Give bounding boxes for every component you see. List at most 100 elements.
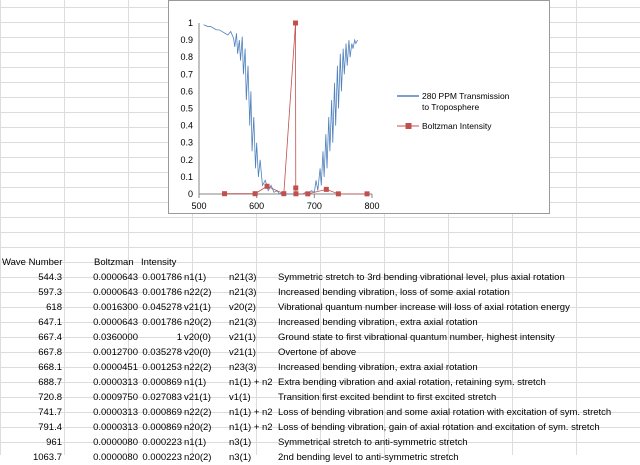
y-tick-label: 0.4 bbox=[180, 121, 193, 131]
embedded-chart[interactable]: 0 0.1 0.2 0.3 0.4 0.5 0.6 0.7 0.8 0.9 1 500 600 700 8… bbox=[168, 0, 550, 214]
cell-description: Increased bending vibration, extra axial… bbox=[278, 362, 478, 373]
boltzman-point bbox=[222, 191, 228, 197]
cell-description: Extra bending vibration and axial rotati… bbox=[278, 377, 546, 388]
cell-description: Symmetric stretch to 3rd bending vibrati… bbox=[278, 272, 565, 283]
x-tick-label: 500 bbox=[191, 201, 206, 211]
y-tick-label: 0.2 bbox=[180, 155, 193, 165]
cell-final-state: n1(1) + n2 bbox=[229, 422, 273, 433]
y-tick-label: 0.5 bbox=[180, 104, 193, 114]
x-tick-label: 800 bbox=[364, 201, 379, 211]
cell-description: Transition first excited bendint to firs… bbox=[278, 392, 497, 403]
cell-initial-state: v21(1) bbox=[184, 392, 211, 403]
cell-final-state: n3(1) bbox=[229, 452, 252, 463]
boltzman-point bbox=[293, 20, 299, 26]
cell-wave-number: 688.7 bbox=[38, 377, 62, 388]
cell-wave-number: 618 bbox=[46, 302, 62, 313]
cell-final-state: n3(1) bbox=[229, 437, 252, 448]
cell-intensity: 0.001786 bbox=[142, 272, 182, 283]
chart-legend: 280 PPM Transmission to Troposphere Boltz… bbox=[397, 91, 510, 131]
y-tick-label: 1 bbox=[188, 18, 193, 28]
cell-boltzman: 0.0000313 bbox=[93, 377, 138, 388]
cell-intensity: 0.027083 bbox=[142, 392, 182, 403]
cell-initial-state: n1(1) bbox=[184, 377, 207, 388]
cell-description: Overtone of above bbox=[278, 347, 357, 358]
x-tick-label: 600 bbox=[249, 201, 264, 211]
cell-final-state: v20(2) bbox=[229, 302, 256, 313]
cell-wave-number: 597.3 bbox=[38, 287, 62, 298]
cell-intensity: 0.045278 bbox=[142, 302, 182, 313]
cell-wave-number: 668.1 bbox=[38, 362, 62, 373]
cell-boltzman: 0.0000643 bbox=[93, 317, 138, 328]
cell-description: Vibrational quantum number increase will… bbox=[278, 302, 570, 313]
cell-final-state: n1(1) + n2 bbox=[229, 377, 273, 388]
cell-boltzman: 0.0000643 bbox=[93, 272, 138, 283]
cell-intensity: 0.000869 bbox=[142, 422, 182, 433]
cell-wave-number: 647.1 bbox=[38, 317, 62, 328]
cell-initial-state: v20(0) bbox=[184, 332, 211, 343]
cell-final-state: n21(3) bbox=[229, 317, 257, 328]
legend-marker-boltzman bbox=[405, 123, 412, 129]
boltzman-point bbox=[364, 191, 370, 197]
cell-wave-number: 544.3 bbox=[38, 272, 62, 283]
boltzman-point bbox=[323, 186, 329, 192]
y-tick-label: 0.6 bbox=[180, 86, 193, 96]
cell-intensity: 0.001253 bbox=[142, 362, 182, 373]
cell-final-state: v21(1) bbox=[229, 347, 256, 358]
boltzman-point bbox=[252, 191, 258, 197]
cell-initial-state: n20(2) bbox=[184, 317, 212, 328]
cell-boltzman: 0.0009750 bbox=[93, 392, 138, 403]
cell-wave-number: 1063.7 bbox=[32, 452, 62, 463]
cell-final-state: v21(1) bbox=[229, 332, 256, 343]
boltzman-point bbox=[264, 183, 270, 189]
cell-intensity: 0.001786 bbox=[142, 287, 182, 298]
cell-intensity: 0.000869 bbox=[142, 407, 182, 418]
cell-final-state: n23(3) bbox=[229, 362, 257, 373]
cell-intensity: 0.000223 bbox=[142, 437, 182, 448]
cell-wave-number: 791.4 bbox=[38, 422, 62, 433]
cell-boltzman: 0.0000313 bbox=[93, 422, 138, 433]
cell-boltzman: 0.0000080 bbox=[93, 437, 138, 448]
cell-final-state: n1(1) + n2 bbox=[229, 407, 273, 418]
cell-initial-state: n22(2) bbox=[184, 287, 212, 298]
cell-description: Increased bending vibration, loss of som… bbox=[278, 287, 510, 298]
cell-final-state: v1(1) bbox=[229, 392, 251, 403]
cell-description: Ground state to first vibrational quantu… bbox=[278, 332, 555, 343]
cell-description: Loss of bending vibration and some axial… bbox=[278, 407, 612, 418]
cell-description: Loss of bending vibration, gain of axial… bbox=[278, 422, 600, 433]
chart-canvas: 0 0.1 0.2 0.3 0.4 0.5 0.6 0.7 0.8 0.9 1 500 600 700 8… bbox=[180, 18, 510, 211]
cell-description: Increased bending vibration, extra axial… bbox=[278, 317, 478, 328]
header-boltzman: Boltzman bbox=[94, 257, 134, 268]
cell-initial-state: n1(1) bbox=[184, 437, 207, 448]
boltzman-point bbox=[335, 191, 341, 197]
cell-intensity: 0.000869 bbox=[142, 377, 182, 388]
cell-initial-state: n22(2) bbox=[184, 407, 212, 418]
legend-label-transmission: 280 PPM Transmission to Troposphere bbox=[422, 91, 510, 112]
cell-description: 2nd bending level to anti-symmetric stre… bbox=[278, 452, 459, 463]
x-tick-label: 700 bbox=[307, 201, 322, 211]
cell-final-state: n21(3) bbox=[229, 287, 257, 298]
cell-description: Symmetrical stretch to anti-symmetric st… bbox=[278, 437, 468, 448]
legend-label-boltzman: Boltzman Intensity bbox=[422, 121, 492, 131]
boltzman-point bbox=[293, 185, 299, 191]
cell-intensity: 0.000223 bbox=[142, 452, 182, 463]
cell-intensity: 0.001786 bbox=[142, 317, 182, 328]
cell-boltzman: 0.0360000 bbox=[93, 332, 138, 343]
cell-boltzman: 0.0016300 bbox=[93, 302, 138, 313]
cell-intensity: 0.035278 bbox=[142, 347, 182, 358]
cell-final-state: n21(3) bbox=[229, 272, 257, 283]
cell-wave-number: 961 bbox=[46, 437, 62, 448]
cell-initial-state: v21(1) bbox=[184, 302, 211, 313]
cell-boltzman: 0.0000080 bbox=[93, 452, 138, 463]
y-tick-label: 0.9 bbox=[180, 35, 193, 45]
cell-intensity: 1 bbox=[176, 332, 182, 343]
cell-initial-state: n20(2) bbox=[184, 452, 212, 463]
cell-initial-state: v20(0) bbox=[184, 347, 211, 358]
y-tick-label: 0.7 bbox=[180, 69, 193, 79]
transmission-series-line bbox=[203, 24, 358, 195]
header-wave-number: Wave Number bbox=[2, 257, 63, 268]
cell-wave-number: 667.8 bbox=[38, 347, 62, 358]
cell-boltzman: 0.0000313 bbox=[93, 407, 138, 418]
cell-boltzman: 0.0000451 bbox=[93, 362, 138, 373]
cell-initial-state: n1(1) bbox=[184, 272, 207, 283]
y-tick-label: 0 bbox=[188, 189, 193, 199]
